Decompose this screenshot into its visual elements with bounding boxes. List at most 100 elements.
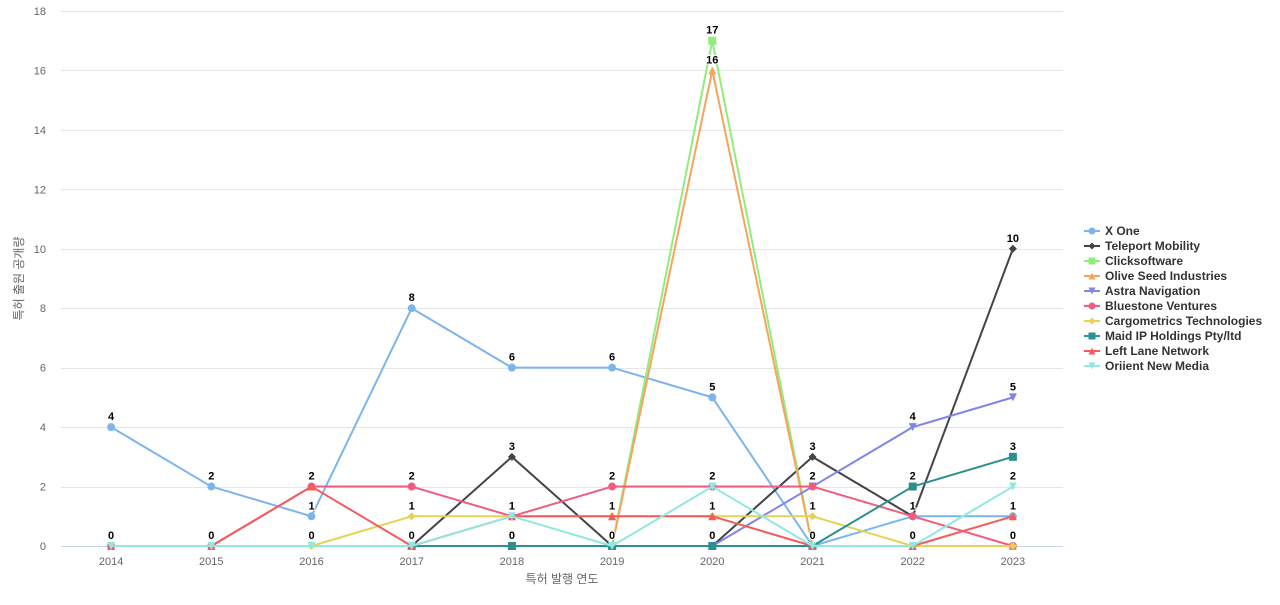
data-point-oriient-new-media [1008, 482, 1017, 491]
legend-item[interactable]: Maid IP Holdings Pty/ltd [1083, 328, 1262, 343]
data-label: 1 [409, 500, 415, 512]
legend-symbol [1084, 302, 1100, 309]
data-label: 1 [809, 500, 815, 512]
legend-symbol [1084, 332, 1100, 339]
legend-symbol [1084, 362, 1100, 369]
data-label: 6 [609, 352, 615, 364]
legend-item[interactable]: Bluestone Ventures [1083, 298, 1262, 313]
legend-item[interactable]: Cargometrics Technologies [1083, 313, 1262, 328]
data-point-maid-ip-holdings-pty-ltd [507, 542, 516, 550]
data-point-oriient-new-media [708, 482, 717, 491]
y-tick-label: 4 [40, 422, 46, 434]
data-point-bluestone-ventures [808, 482, 817, 491]
x-axis-title: 특허 발행 연도 [526, 571, 599, 586]
data-point-astra-navigation [1008, 393, 1017, 402]
x-tick-label: 2021 [800, 556, 824, 568]
legend-symbol [1084, 317, 1100, 324]
data-label: 0 [409, 530, 415, 542]
legend-symbol [1084, 272, 1100, 279]
data-point-maid-ip-holdings-pty-ltd [708, 542, 717, 550]
legend-item[interactable]: Left Lane Network [1083, 343, 1262, 358]
data-label: 2 [208, 471, 214, 483]
legend-item[interactable]: Teleport Mobility [1083, 238, 1262, 253]
legend-item[interactable]: Oriient New Media [1083, 358, 1262, 373]
legend-item[interactable]: Clicksoftware [1083, 253, 1262, 268]
legend-symbol [1084, 347, 1100, 354]
data-point-astra-navigation [908, 423, 917, 432]
data-point-bluestone-ventures [407, 482, 416, 491]
data-point-x-one [708, 393, 717, 402]
x-tick-label: 2018 [500, 556, 524, 568]
y-tick-label: 6 [40, 363, 46, 375]
data-label: 0 [1010, 530, 1016, 542]
data-point-x-one [307, 512, 316, 521]
legend-item[interactable]: Olive Seed Industries [1083, 268, 1262, 283]
y-tick-label: 16 [34, 65, 46, 77]
x-tick-label: 2020 [700, 556, 724, 568]
data-label: 5 [709, 381, 715, 393]
legend-item[interactable]: Astra Navigation [1083, 283, 1262, 298]
data-point-oriient-new-media [307, 542, 316, 550]
x-tick-label: 2014 [99, 556, 123, 568]
data-point-bluestone-ventures [908, 512, 917, 521]
data-label: 2 [910, 471, 916, 483]
data-point-oriient-new-media [608, 542, 617, 550]
data-point-cargometrics-technologies [1008, 542, 1017, 550]
legend-item[interactable]: X One [1083, 223, 1262, 238]
data-label: 17 [706, 25, 718, 37]
data-label: 0 [809, 530, 815, 542]
data-point-oriient-new-media [107, 542, 116, 550]
legend-label: Teleport Mobility [1105, 238, 1201, 253]
x-tick-label: 2022 [900, 556, 924, 568]
y-axis-title: 특허 출원 공개량 [12, 237, 26, 321]
data-label: 5 [1010, 381, 1016, 393]
legend-symbol [1084, 242, 1100, 249]
x-tick-label: 2017 [399, 556, 423, 568]
data-point-bluestone-ventures [608, 482, 617, 491]
data-point-left-lane-network [608, 512, 617, 521]
data-label: 2 [609, 471, 615, 483]
data-label: 6 [509, 352, 515, 364]
data-label: 3 [509, 441, 515, 453]
x-tick-label: 2023 [1001, 556, 1025, 568]
legend-label: Olive Seed Industries [1105, 268, 1228, 283]
data-point-x-one [507, 363, 516, 372]
data-label: 2 [709, 471, 715, 483]
data-point-left-lane-network [708, 512, 717, 521]
data-label: 0 [910, 530, 916, 542]
data-label: 10 [1007, 233, 1019, 245]
legend-symbol [1084, 287, 1100, 294]
data-point-cargometrics-technologies [407, 512, 416, 521]
chart-legend: X One Teleport Mobility Clicksoftware Olive… [1083, 223, 1262, 373]
series-line-oriient-new-media [110, 485, 1014, 547]
gridlines [61, 11, 1063, 547]
y-tick-label: 0 [40, 541, 46, 553]
data-point-left-lane-network [307, 482, 316, 491]
y-tick-label: 8 [40, 303, 46, 315]
x-tick-label: 2015 [199, 556, 223, 568]
legend-symbol [1084, 257, 1100, 264]
legend-symbol [1084, 227, 1100, 234]
y-tick-label: 10 [34, 244, 46, 256]
legend-label: Clicksoftware [1105, 253, 1184, 268]
legend-label: Bluestone Ventures [1105, 298, 1218, 313]
legend-label: Left Lane Network [1105, 343, 1210, 358]
data-point-oriient-new-media [207, 542, 216, 550]
data-point-left-lane-network [1008, 512, 1017, 521]
data-label: 1 [709, 500, 715, 512]
data-label: 4 [108, 411, 115, 423]
data-point-x-one [107, 423, 116, 432]
data-label: 2 [409, 471, 415, 483]
y-tick-label: 2 [40, 482, 46, 494]
data-label: 8 [409, 292, 415, 304]
legend-label: Oriient New Media [1105, 358, 1210, 373]
series-line-astra-navigation [711, 396, 1014, 547]
legend-label: Maid IP Holdings Pty/ltd [1105, 328, 1242, 343]
y-tick-label: 14 [34, 125, 46, 137]
data-label: 16 [706, 54, 718, 66]
data-label: 1 [308, 500, 314, 512]
legend-label: X One [1105, 223, 1140, 238]
data-label: 1 [1010, 500, 1016, 512]
data-point-oriient-new-media [507, 512, 516, 521]
legend-label: Astra Navigation [1105, 283, 1201, 298]
